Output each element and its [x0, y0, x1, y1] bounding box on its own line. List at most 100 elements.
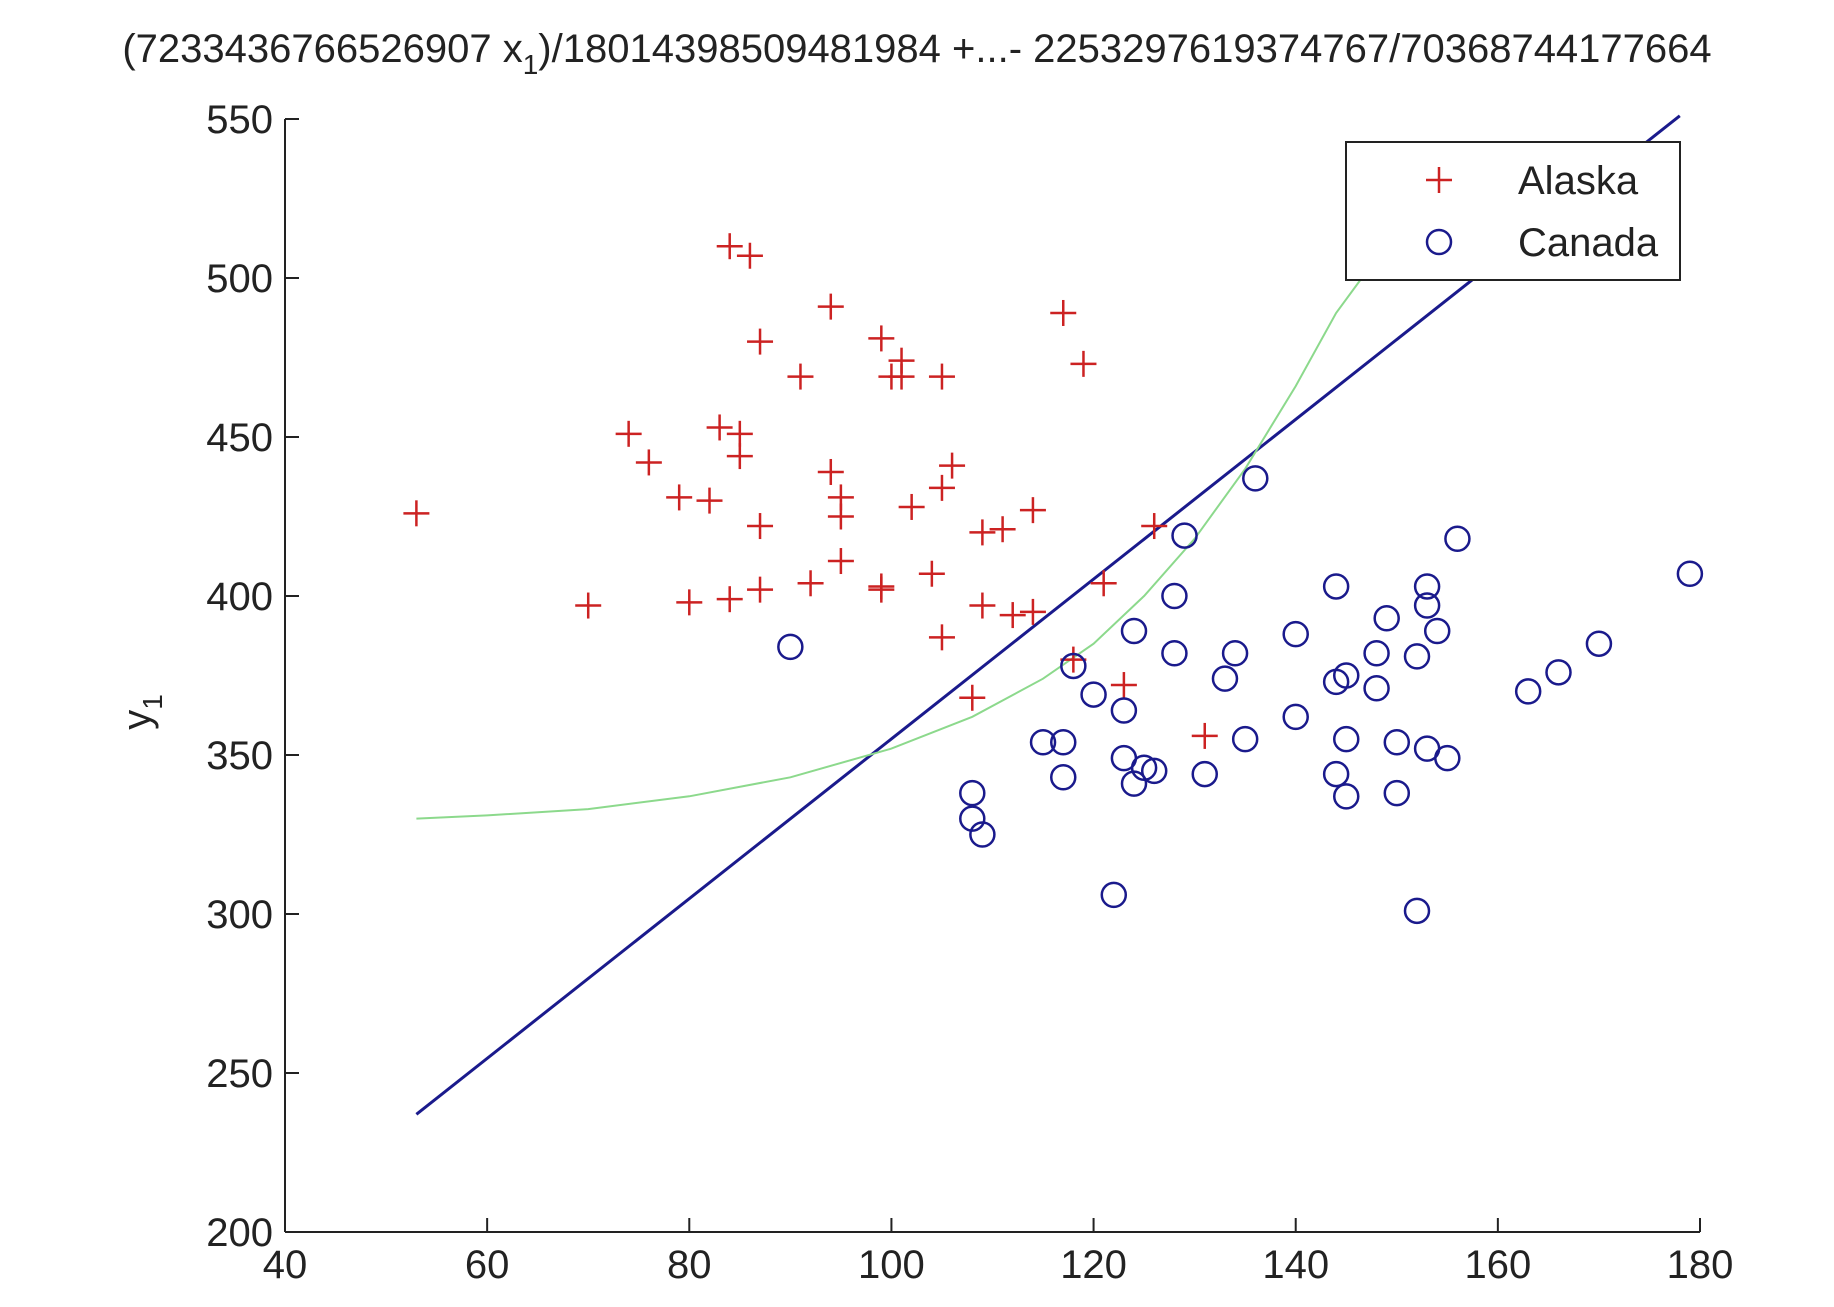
alaska-point	[747, 576, 774, 603]
chart-title: (7233436766526907 x1)/18014398509481984 …	[122, 27, 1711, 80]
alaska-point	[939, 452, 966, 479]
alaska-point	[676, 589, 703, 616]
x-tick-label: 140	[1262, 1243, 1329, 1287]
x-tick-label: 60	[465, 1243, 510, 1287]
linear-boundary-line	[415, 114, 1681, 1116]
alaska-point	[868, 573, 895, 600]
y-axis-label-main: y	[115, 710, 159, 730]
alaska-point	[575, 592, 602, 619]
alaska-point	[928, 363, 955, 390]
y-axis-label: y1	[115, 694, 168, 730]
fit-lines	[415, 114, 1681, 1116]
y-tick-label: 200	[206, 1211, 273, 1255]
canada-point	[777, 633, 804, 661]
canada-point	[1333, 783, 1360, 810]
x-tick-label: 180	[1667, 1243, 1734, 1287]
alaska-point	[635, 449, 662, 476]
canada-point	[1221, 639, 1249, 667]
alaska-point	[989, 516, 1016, 543]
chart-title-subscript: 1	[523, 49, 539, 80]
canada-point	[1050, 764, 1077, 791]
legend-label-canada: Canada	[1518, 221, 1659, 265]
alaska-point	[1110, 672, 1137, 699]
canada-point	[1120, 617, 1148, 645]
alaska-point	[888, 363, 915, 390]
y-axis-label-subscript: 1	[137, 694, 168, 710]
legend-label-alaska: Alaska	[1518, 159, 1639, 203]
alaska-point	[1019, 497, 1046, 524]
alaska-point	[928, 624, 955, 651]
canada-point	[1211, 665, 1239, 692]
canada-point	[1231, 725, 1259, 753]
alaska-point	[726, 443, 753, 470]
y-tick-label: 400	[206, 575, 273, 619]
alaska-point	[403, 500, 430, 527]
canada-point	[1423, 617, 1451, 645]
canada-point	[1161, 582, 1188, 610]
x-tick-label: 100	[858, 1243, 925, 1287]
canada-point	[1029, 729, 1057, 756]
canada-point	[1140, 757, 1168, 785]
y-tick-label: 550	[206, 98, 273, 142]
canada-point	[1191, 760, 1218, 788]
alaska-point	[999, 602, 1026, 629]
alaska-point	[1090, 570, 1117, 597]
alaska-point	[1060, 646, 1087, 673]
canada-point	[1050, 729, 1077, 756]
canada-point	[1444, 525, 1471, 553]
alaska-point	[787, 363, 814, 390]
canada-point	[1242, 465, 1269, 492]
alaska-point	[1141, 513, 1168, 540]
x-tick-label: 40	[263, 1243, 308, 1287]
alaska-point	[706, 414, 733, 441]
alaska-point	[1070, 350, 1097, 377]
canada-point	[1363, 674, 1390, 702]
canada-point	[1363, 639, 1390, 667]
chart-title-main: (7233436766526907 x	[122, 27, 522, 71]
canada-point	[969, 821, 996, 848]
y-tick-label: 300	[206, 893, 273, 937]
alaska-point	[1019, 598, 1046, 625]
legend-canada-marker	[1425, 228, 1453, 256]
alaska-point	[716, 586, 743, 613]
canada-point	[1383, 779, 1411, 807]
canada-point	[1545, 659, 1572, 686]
chart-title-rest: )/18014398509481984 +...- 22532976193747…	[538, 27, 1711, 71]
canada-point	[1282, 703, 1309, 731]
canada-point	[1434, 744, 1461, 772]
alaska-point	[959, 684, 986, 711]
alaska-point	[817, 293, 844, 320]
canada-point	[1130, 754, 1158, 781]
canada-point	[1060, 652, 1087, 680]
canada-point	[1322, 573, 1350, 600]
canada-point	[1373, 605, 1400, 632]
canada-point	[1676, 560, 1704, 587]
y-tick-label: 350	[206, 734, 273, 778]
canada-point	[1403, 897, 1431, 925]
alaska-point	[797, 570, 824, 597]
alaska-point	[747, 328, 774, 355]
legend-box	[1345, 141, 1681, 281]
alaska-point	[928, 474, 955, 501]
y-tick-label: 450	[206, 416, 273, 460]
alaska-point	[868, 325, 895, 352]
alaska-point	[726, 420, 753, 447]
y-tick-label: 500	[206, 257, 273, 301]
alaska-point	[827, 548, 854, 575]
canada-point	[1333, 662, 1360, 689]
legend: Alaska Canada	[1345, 141, 1681, 281]
alaska-point	[615, 420, 642, 447]
canada-point	[1403, 643, 1431, 670]
alaska-point	[969, 519, 996, 546]
canada-point	[1514, 678, 1542, 705]
alaska-point	[1050, 299, 1077, 326]
canada-point	[1100, 881, 1128, 909]
alaska-point	[817, 458, 844, 485]
canada-point	[1322, 760, 1350, 788]
y-tick-label: 250	[206, 1052, 273, 1096]
canada-point	[1110, 697, 1138, 724]
canada-point	[1171, 522, 1198, 549]
alaska-point	[666, 484, 693, 511]
alaska-point	[827, 503, 854, 530]
